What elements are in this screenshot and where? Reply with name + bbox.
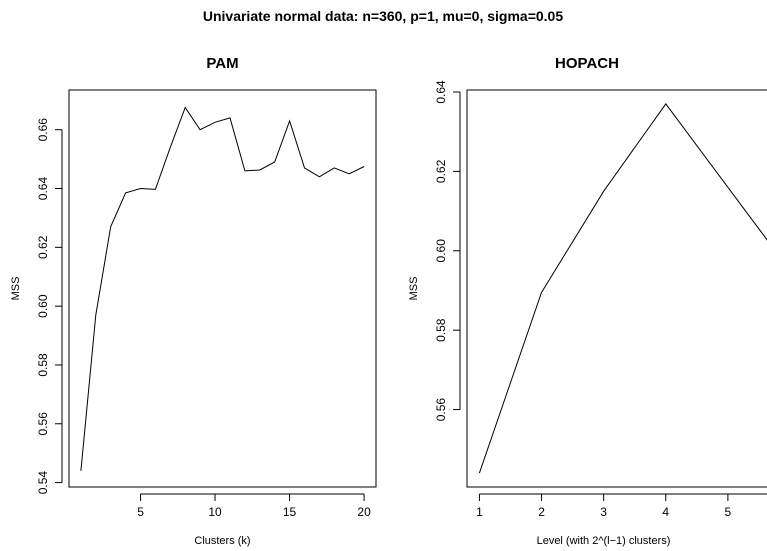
pam-x-tick-label: 15 — [283, 505, 297, 519]
hopach-x-tick-label: 4 — [662, 505, 669, 519]
hopach-x-tick-label: 1 — [476, 505, 483, 519]
pam-y-tick-label: 0.62 — [36, 235, 50, 259]
hopach-title: HOPACH — [555, 55, 619, 72]
pam-series-line — [80, 106, 365, 471]
hopach-y-tick-label: 0.64 — [434, 80, 448, 104]
hopach-x-axis-label: Level (with 2^(l−1) clusters) — [537, 535, 671, 547]
pam-y-tick-label: 0.54 — [36, 471, 50, 495]
pam-panel: PAM 5 10 15 20 0.54 0.56 0.58 0.60 0.62 0.64 0.66 Cl… — [10, 55, 377, 547]
hopach-y-tick-label: 0.62 — [434, 159, 448, 183]
pam-x-tick-label: 5 — [137, 505, 144, 519]
hopach-y-tick-label: 0.56 — [434, 398, 448, 422]
pam-y-tick-label: 0.64 — [36, 177, 50, 201]
pam-x-axis-label: Clusters (k) — [194, 535, 250, 547]
hopach-x-tick-label: 5 — [725, 505, 732, 519]
pam-y-tick-label: 0.56 — [36, 412, 50, 436]
pam-y-tick-label: 0.60 — [36, 294, 50, 318]
hopach-y-tick-label: 0.60 — [434, 239, 448, 263]
figure-title: Univariate normal data: n=360, p=1, mu=0… — [203, 8, 563, 24]
pam-y-axis-label: MSS — [10, 277, 22, 301]
pam-x-tick-label: 20 — [357, 505, 371, 519]
pam-x-tick-label: 10 — [208, 505, 222, 519]
hopach-x-tick-label: 3 — [600, 505, 607, 519]
hopach-y-tick-label: 0.58 — [434, 318, 448, 342]
pam-title: PAM — [206, 55, 238, 72]
hopach-series-line — [478, 103, 767, 474]
pam-plot-frame — [68, 89, 377, 488]
hopach-plot-frame — [466, 89, 767, 488]
pam-y-tick-label: 0.66 — [36, 118, 50, 142]
hopach-y-axis-label: MSS — [408, 277, 420, 301]
hopach-x-tick-label: 2 — [538, 505, 545, 519]
pam-y-tick-label: 0.58 — [36, 353, 50, 377]
